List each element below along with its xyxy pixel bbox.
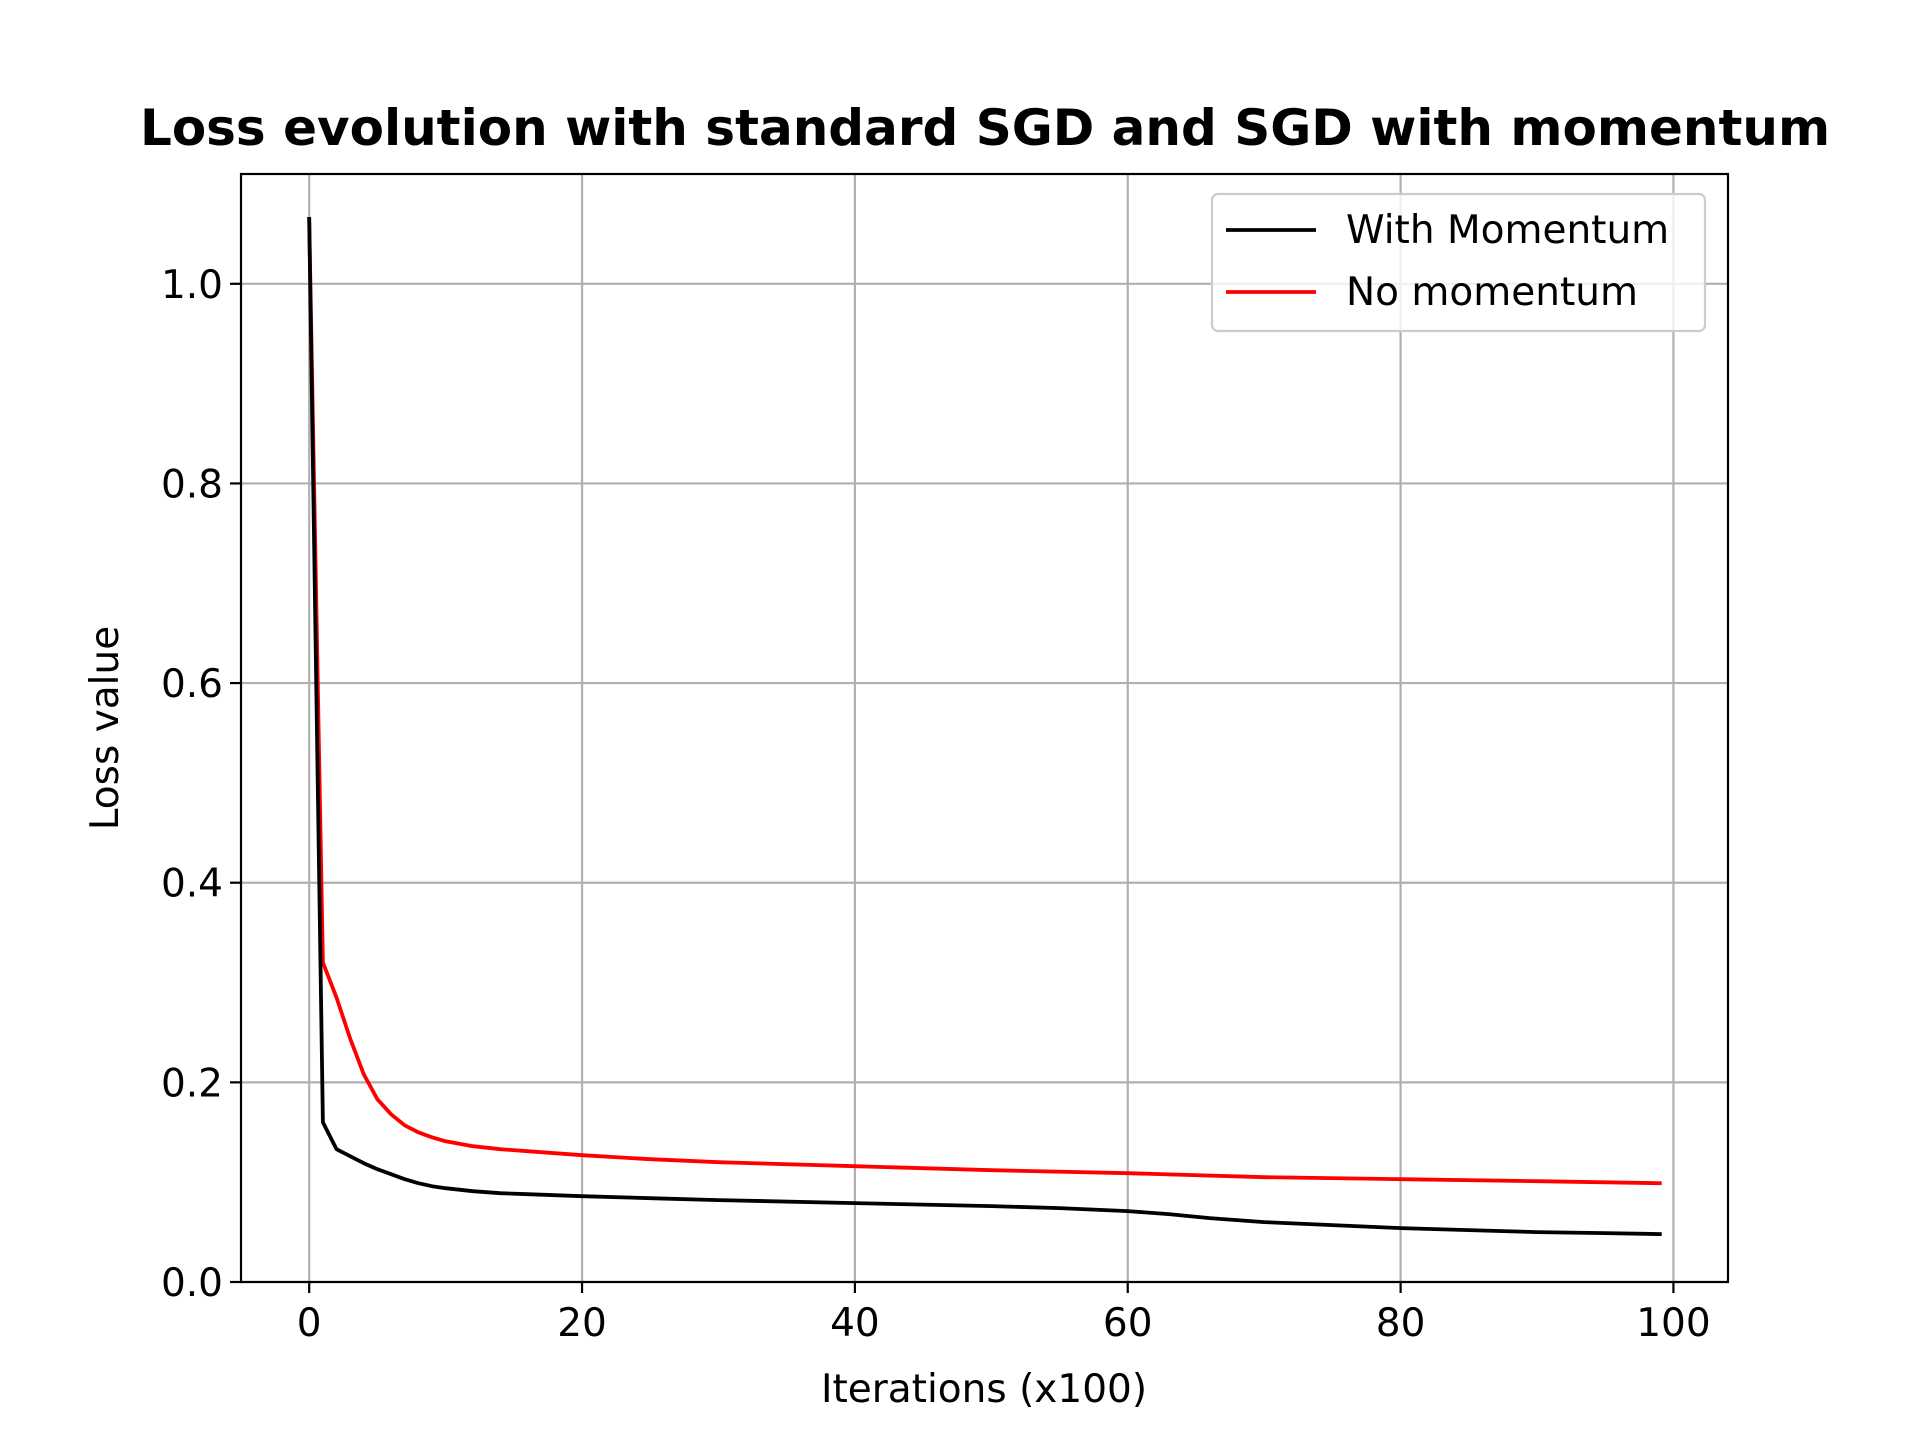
- y-tick-label: 1.0: [161, 263, 223, 308]
- series-line-with-momentum: [307, 216, 1662, 1237]
- x-tick-label: 100: [1636, 1301, 1710, 1346]
- chart-title: Loss evolution with standard SGD and SGD…: [140, 99, 1830, 157]
- x-tick-label: 40: [830, 1301, 880, 1346]
- y-axis-label: Loss value: [83, 626, 128, 830]
- x-axis-label: Iterations (x100): [821, 1367, 1147, 1412]
- series-line-no-momentum: [307, 216, 1662, 1186]
- y-tick-label: 0.0: [161, 1261, 223, 1306]
- series-layer: [307, 216, 1662, 1237]
- legend-label-with-momentum: With Momentum: [1346, 208, 1669, 253]
- x-tick-label: 60: [1103, 1301, 1153, 1346]
- grid: [241, 174, 1728, 1284]
- axis-ticks: 0 20 40 60 80 100 0.0 0.2 0.4 0.6 0.8 1.0: [161, 263, 1711, 1346]
- x-tick-label: 0: [297, 1301, 322, 1346]
- plot-frame: [239, 172, 1730, 1284]
- x-tick-label: 80: [1376, 1301, 1426, 1346]
- legend-label-no-momentum: No momentum: [1346, 270, 1638, 315]
- y-tick-label: 0.4: [161, 862, 223, 907]
- x-tick-label: 20: [557, 1301, 607, 1346]
- y-tick-label: 0.2: [161, 1061, 223, 1106]
- y-tick-label: 0.6: [161, 662, 223, 707]
- legend-box: [1210, 192, 1707, 333]
- legend: With Momentum No momentum: [1210, 192, 1707, 333]
- y-tick-label: 0.8: [161, 462, 223, 507]
